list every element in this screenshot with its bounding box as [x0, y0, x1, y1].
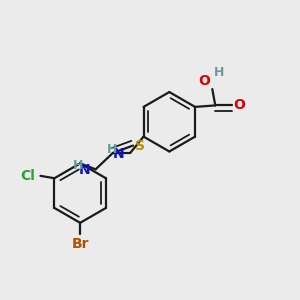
Text: H: H: [73, 159, 83, 172]
Text: O: O: [198, 74, 210, 88]
Text: S: S: [135, 139, 146, 152]
Text: H: H: [214, 66, 224, 79]
Text: Cl: Cl: [20, 169, 35, 183]
Text: Br: Br: [71, 237, 89, 251]
Text: N: N: [79, 163, 90, 177]
Text: N: N: [113, 148, 125, 161]
Text: O: O: [233, 98, 245, 112]
Text: H: H: [107, 143, 118, 156]
